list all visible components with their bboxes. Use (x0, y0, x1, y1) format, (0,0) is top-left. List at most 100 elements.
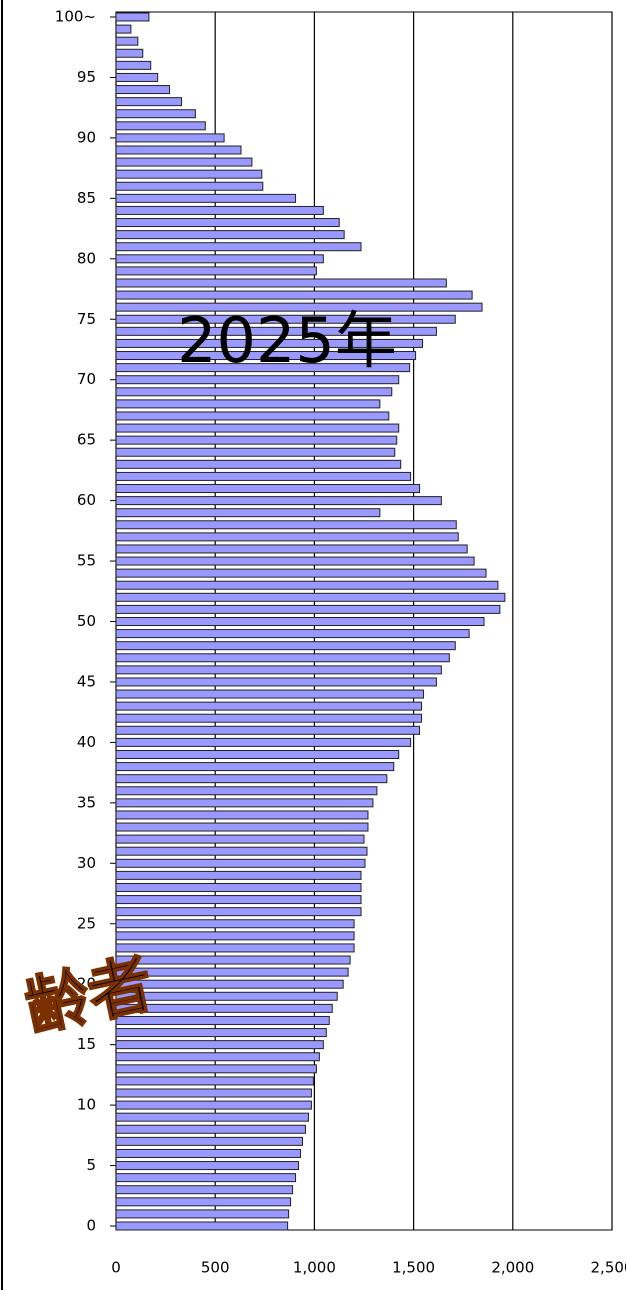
bar (116, 811, 368, 819)
bar (116, 182, 263, 190)
x-tick-label: 500 (201, 1259, 230, 1277)
bar (116, 883, 361, 891)
bar (116, 1222, 288, 1230)
bar (116, 569, 486, 577)
bar (116, 908, 361, 916)
bar (116, 896, 361, 904)
bar (116, 279, 446, 287)
bar (116, 1162, 299, 1170)
bar (116, 25, 131, 33)
bar (116, 678, 436, 686)
bar (116, 61, 151, 69)
bar (116, 122, 205, 130)
bar (116, 424, 399, 432)
bar (116, 1065, 316, 1073)
bar (116, 49, 143, 57)
y-tick-label: 90 (77, 128, 96, 146)
bar (116, 37, 138, 45)
bar (116, 787, 377, 795)
bar (116, 775, 387, 783)
bar (116, 1174, 296, 1182)
bar (116, 557, 474, 565)
bar (116, 86, 170, 94)
bar (116, 267, 316, 275)
x-tick-label: 2,500 (591, 1259, 626, 1277)
bar (116, 533, 458, 541)
x-tick-label: 1,000 (293, 1259, 336, 1277)
bar (116, 460, 401, 468)
y-tick-label: 30 (77, 854, 96, 872)
bar (116, 412, 389, 420)
y-tick-label: 80 (77, 249, 96, 267)
bar (116, 726, 420, 734)
bar (116, 158, 252, 166)
bar (116, 859, 365, 867)
bar (116, 956, 350, 964)
bar (116, 448, 395, 456)
bar (116, 1149, 301, 1157)
bar (116, 255, 323, 263)
bar (116, 763, 394, 771)
bar (116, 1137, 302, 1145)
y-tick-label: 10 (77, 1096, 96, 1114)
page: {"chart_data": {"type": "bar", "orientat… (0, 0, 626, 1290)
y-tick-label: 35 (77, 793, 96, 811)
bar (116, 1210, 289, 1218)
bar (116, 1089, 311, 1097)
bar (116, 497, 441, 505)
bar (116, 472, 411, 480)
bar (116, 968, 348, 976)
bar (116, 738, 411, 746)
bar (116, 134, 224, 142)
y-tick-label: 15 (77, 1035, 96, 1053)
bar (116, 170, 262, 178)
y-tick-label: 50 (77, 612, 96, 630)
y-tick-label: 75 (77, 310, 96, 328)
y-tick-label: 25 (77, 914, 96, 932)
bar (116, 1113, 308, 1121)
bar (116, 750, 399, 758)
chart: 05001,0001,5002,0002,5000510152025303540… (0, 0, 626, 1290)
bar (116, 219, 339, 227)
y-tick-label: 95 (77, 68, 96, 86)
bar (116, 1101, 311, 1109)
bar (116, 702, 422, 710)
bar (116, 1029, 326, 1037)
bar (116, 206, 323, 214)
bar (116, 436, 397, 444)
y-tick-label: 70 (77, 370, 96, 388)
bar (116, 605, 500, 613)
y-tick-label: 85 (77, 189, 96, 207)
bar (116, 194, 296, 202)
bar (116, 13, 149, 21)
y-tick-label: 5 (86, 1156, 96, 1174)
x-tick-label: 0 (111, 1259, 121, 1277)
bar (116, 944, 354, 952)
bar (116, 73, 158, 81)
bar (116, 847, 367, 855)
bar (116, 400, 380, 408)
bar (116, 545, 467, 553)
y-tick-label: 100~ (55, 8, 96, 26)
y-tick-label: 60 (77, 491, 96, 509)
bar (116, 581, 498, 589)
bar (116, 823, 368, 831)
bar (116, 485, 420, 493)
bar (116, 291, 472, 299)
bar (116, 1053, 319, 1061)
bar (116, 388, 392, 396)
x-tick-label: 1,500 (392, 1259, 435, 1277)
bar (116, 666, 441, 674)
bar (116, 871, 361, 879)
bar (116, 110, 195, 118)
annotation: 2025年 (177, 304, 397, 377)
bar (116, 146, 241, 154)
y-tick-label: 55 (77, 552, 96, 570)
bar (116, 1198, 291, 1206)
bar (116, 920, 354, 928)
bar (116, 593, 505, 601)
bar (116, 630, 469, 638)
bar (116, 1186, 293, 1194)
bar (116, 654, 449, 662)
bar (116, 1041, 323, 1049)
